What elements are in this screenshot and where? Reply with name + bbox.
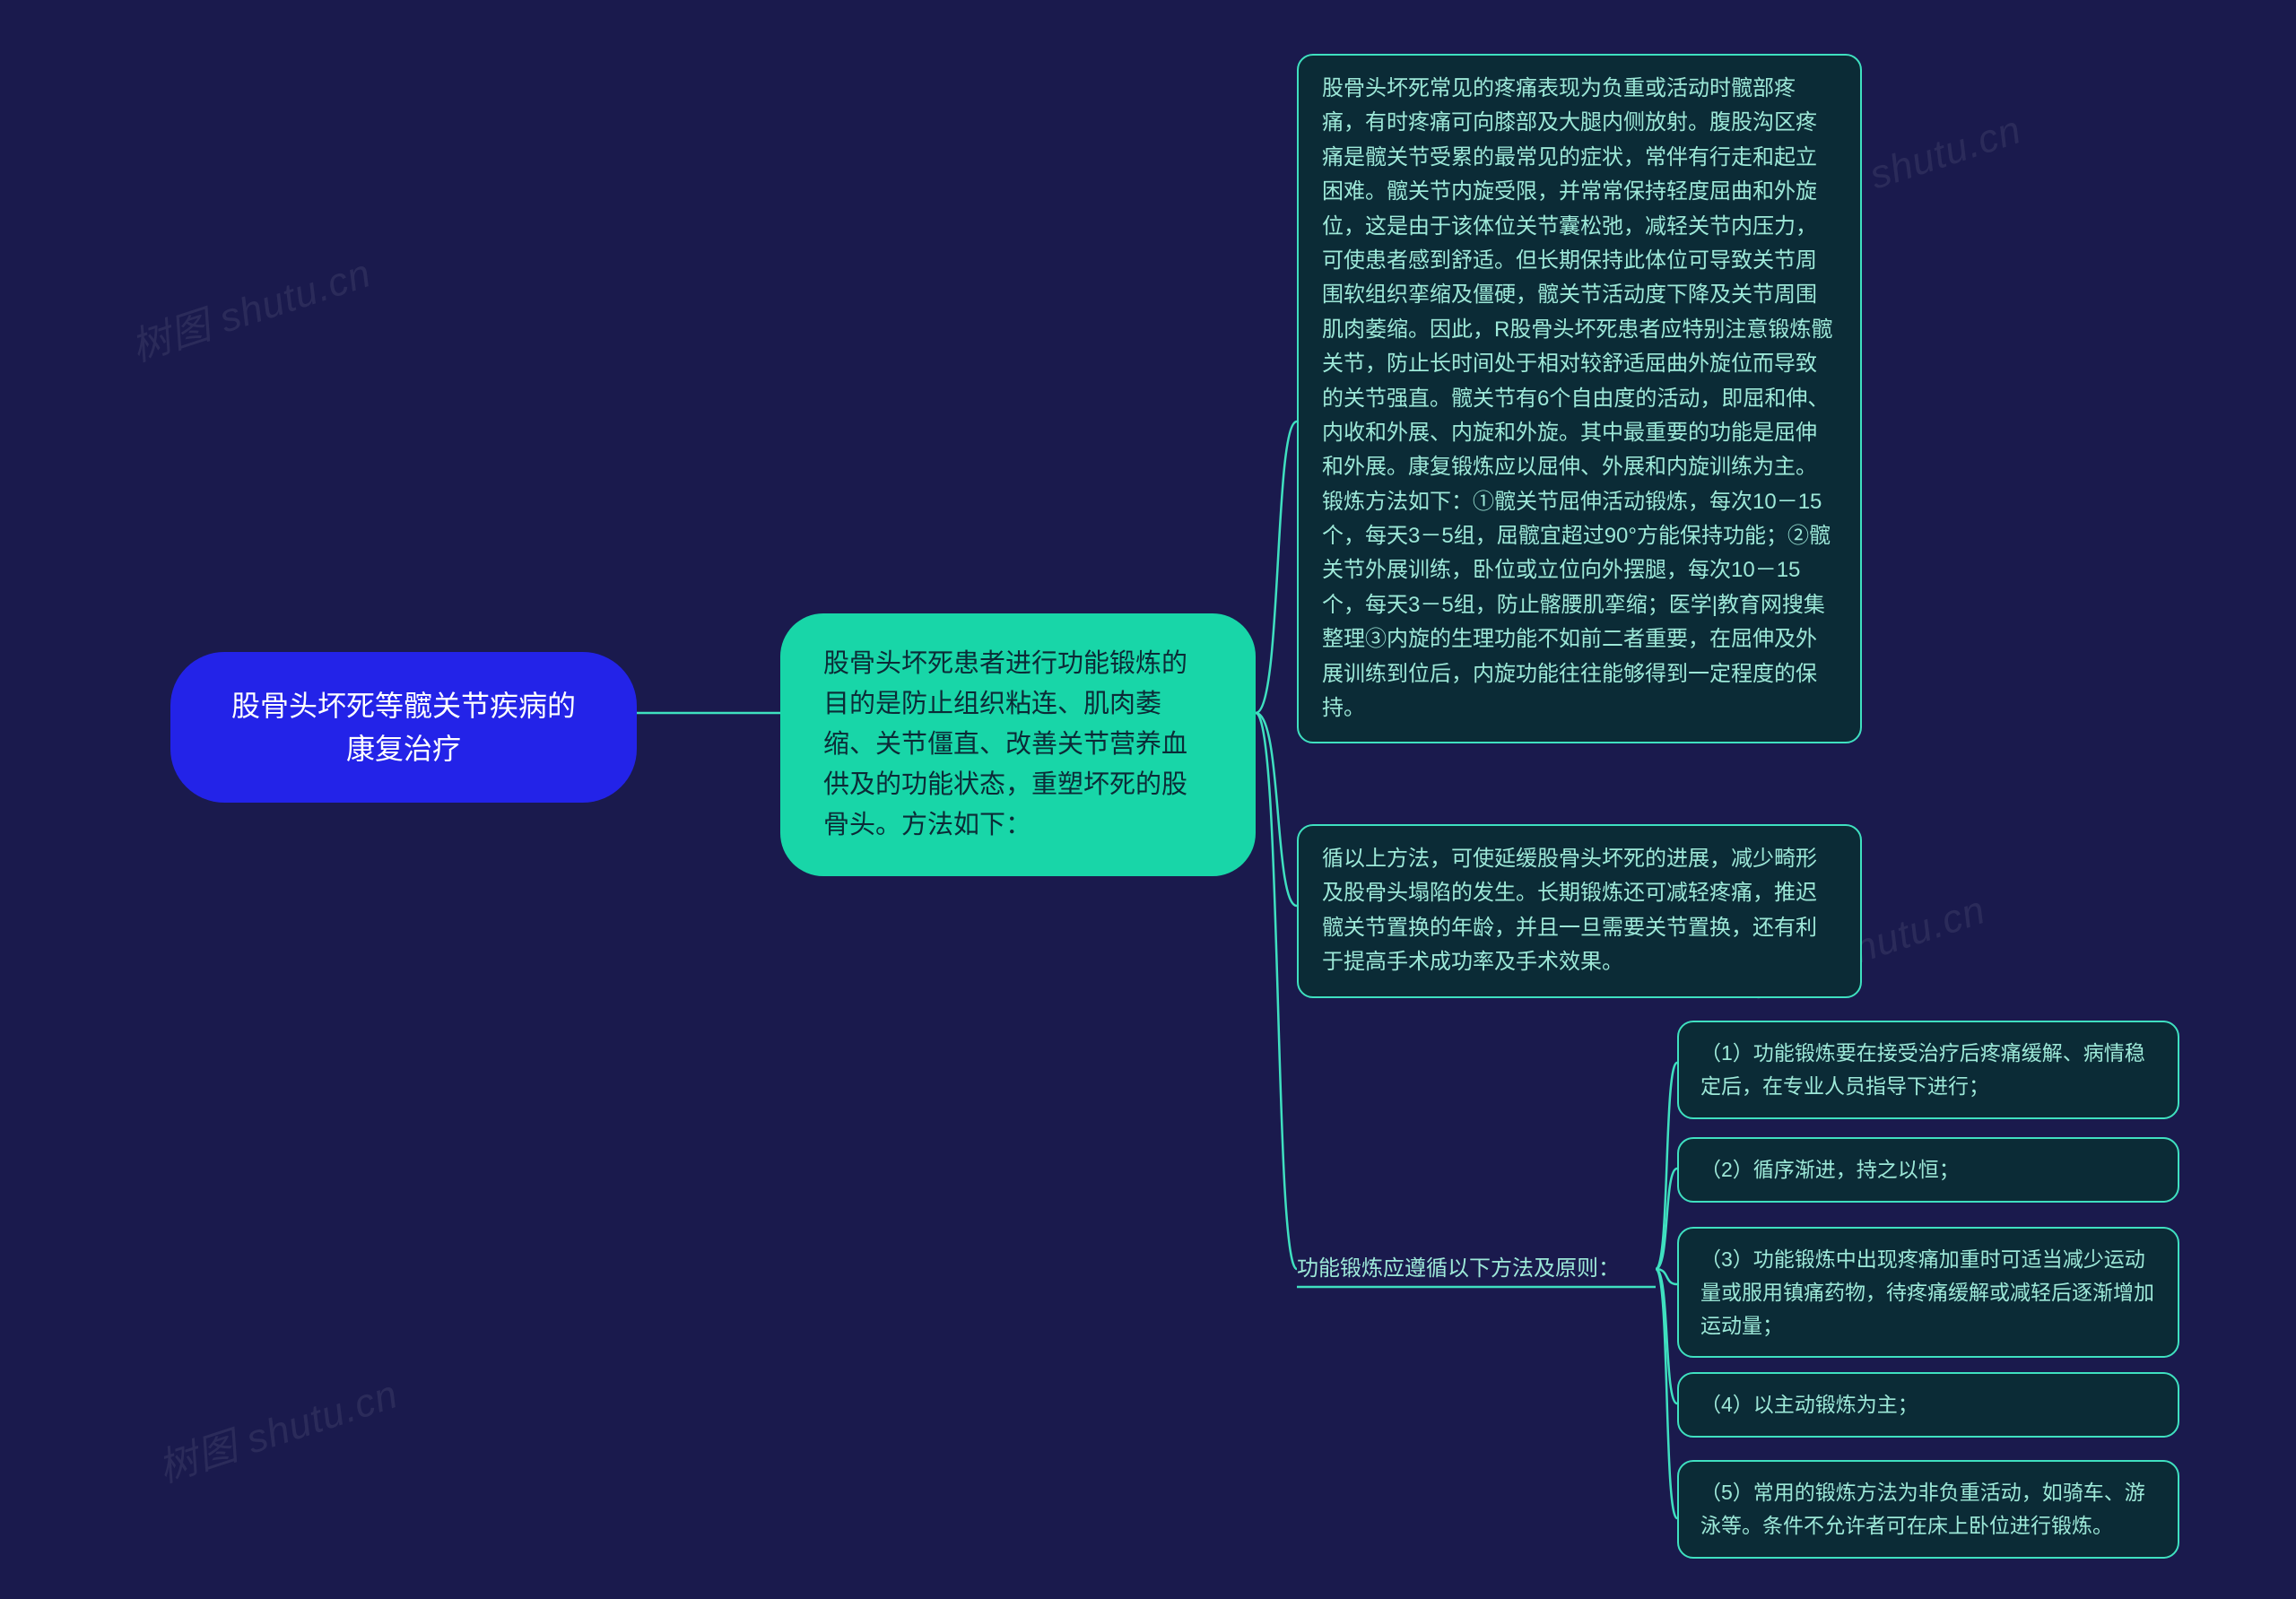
mindmap-root-node[interactable]: 股骨头坏死等髋关节疾病的康复治疗 [170, 652, 637, 803]
principle-item-5[interactable]: （5）常用的锻炼方法为非负重活动，如骑车、游泳等。条件不允许者可在床上卧位进行锻… [1677, 1460, 2179, 1559]
watermark: 树图 shutu.cn [123, 241, 378, 373]
mindmap-level1-node[interactable]: 股骨头坏死患者进行功能锻炼的目的是防止组织粘连、肌肉萎缩、关节僵直、改善关节营养… [780, 613, 1256, 876]
principle-item-4[interactable]: （4）以主动锻炼为主； [1677, 1372, 2179, 1438]
leaf-detail-block[interactable]: 股骨头坏死常见的疼痛表现为负重或活动时髋部疼痛，有时疼痛可向膝部及大腿内侧放射。… [1297, 54, 1862, 743]
principle-item-2[interactable]: （2）循序渐进，持之以恒； [1677, 1137, 2179, 1203]
leaf-summary-block[interactable]: 循以上方法，可使延缓股骨头坏死的进展，减少畸形及股骨头塌陷的发生。长期锻炼还可减… [1297, 824, 1862, 998]
watermark: 树图 shutu.cn [150, 1362, 404, 1494]
principle-item-1[interactable]: （1）功能锻炼要在接受治疗后疼痛缓解、病情稳定后，在专业人员指导下进行； [1677, 1021, 2179, 1119]
principles-branch-label[interactable]: 功能锻炼应遵循以下方法及原则： [1297, 1253, 1656, 1285]
principle-item-3[interactable]: （3）功能锻炼中出现疼痛加重时可适当减少运动量或服用镇痛药物，待疼痛缓解或减轻后… [1677, 1227, 2179, 1358]
